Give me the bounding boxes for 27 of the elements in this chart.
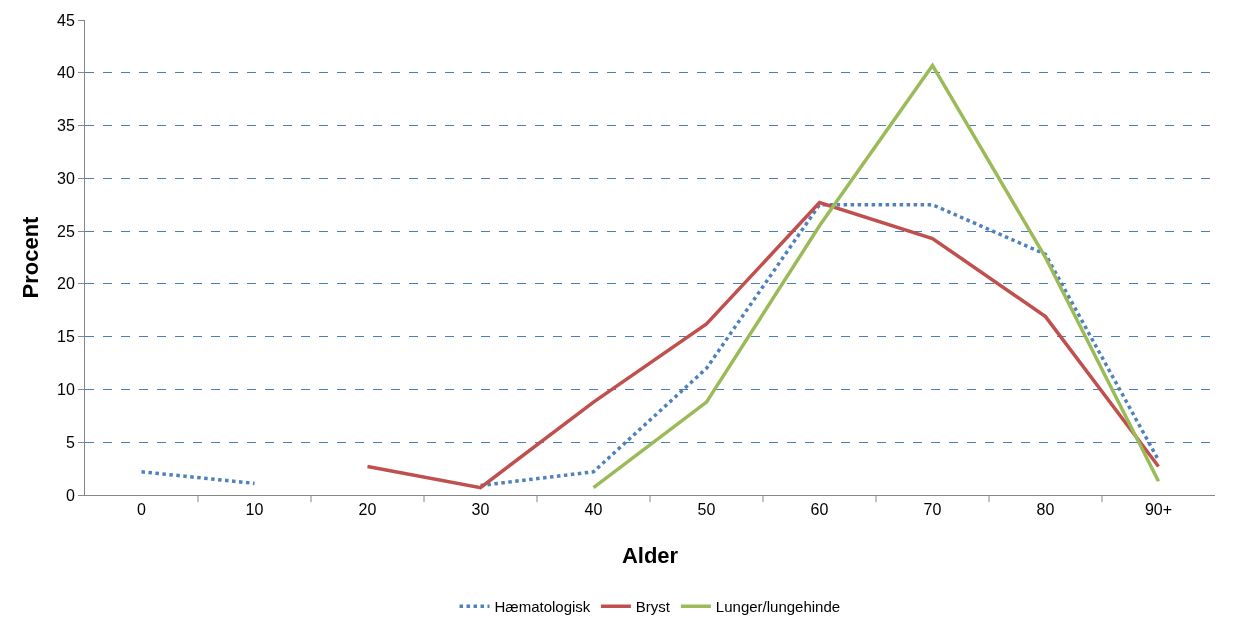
- y-tick-label: 25: [57, 222, 75, 240]
- y-tick-label: 5: [65, 433, 75, 451]
- y-axis-title: Procent: [17, 215, 43, 299]
- y-tick-label: 15: [57, 328, 75, 346]
- legend-label: Lunger/lungehinde: [715, 598, 841, 616]
- y-tick-label: 20: [57, 275, 75, 293]
- x-tick-label: 70: [923, 501, 942, 519]
- y-tick-label: 40: [57, 64, 75, 82]
- x-axis-title: Alder: [621, 543, 679, 569]
- legend-label: Bryst: [635, 598, 671, 616]
- x-tick-label: 80: [1036, 501, 1055, 519]
- x-tick-label: 20: [358, 501, 377, 519]
- y-tick-label: 30: [57, 169, 75, 187]
- legend-label: Hæmatologisk: [494, 598, 591, 616]
- x-tick-label: 60: [810, 501, 829, 519]
- x-tick-label: 10: [245, 501, 264, 519]
- y-tick-label: 45: [57, 11, 75, 29]
- y-tick-label: 0: [65, 486, 75, 504]
- y-tick-label: 10: [57, 381, 75, 399]
- x-tick-label: 30: [471, 501, 490, 519]
- line-series: [591, 63, 1161, 490]
- x-tick-label: 50: [697, 501, 716, 519]
- x-tick-label: 40: [584, 501, 603, 519]
- y-tick-label: 35: [57, 117, 75, 135]
- line-series: [365, 200, 1161, 490]
- x-tick-label: 90+: [1144, 501, 1173, 519]
- x-tick-label: 0: [137, 501, 147, 519]
